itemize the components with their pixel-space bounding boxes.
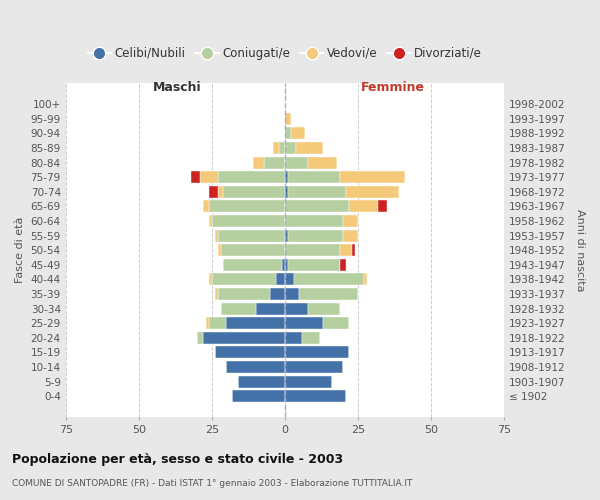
Bar <box>232 390 285 402</box>
Bar <box>218 244 221 256</box>
Bar <box>379 200 387 212</box>
Bar <box>218 186 223 198</box>
Bar <box>276 274 285 285</box>
Bar <box>323 317 349 329</box>
Bar <box>285 171 288 183</box>
Bar <box>285 128 290 140</box>
Bar <box>206 317 209 329</box>
Bar <box>200 171 218 183</box>
Bar <box>299 288 358 300</box>
Bar <box>282 259 285 271</box>
Bar <box>285 259 288 271</box>
Bar <box>191 171 200 183</box>
Bar <box>346 186 399 198</box>
Bar <box>364 274 367 285</box>
Bar <box>288 230 343 241</box>
Bar <box>308 302 340 314</box>
Bar <box>218 171 285 183</box>
Bar <box>238 376 285 388</box>
Bar <box>209 200 285 212</box>
Bar <box>285 142 296 154</box>
Bar <box>340 244 352 256</box>
Bar <box>340 171 404 183</box>
Bar <box>288 171 340 183</box>
Bar <box>285 200 349 212</box>
Bar <box>285 346 349 358</box>
Bar <box>352 244 355 256</box>
Bar <box>343 215 358 227</box>
Bar <box>302 332 320 344</box>
Bar <box>285 244 340 256</box>
Bar <box>215 346 285 358</box>
Bar <box>285 113 290 125</box>
Bar <box>285 390 346 402</box>
Y-axis label: Anni di nascita: Anni di nascita <box>575 209 585 292</box>
Bar <box>209 274 212 285</box>
Bar <box>203 332 285 344</box>
Bar <box>215 230 218 241</box>
Bar <box>223 186 285 198</box>
Bar <box>285 215 343 227</box>
Bar <box>308 156 337 168</box>
Bar <box>226 361 285 373</box>
Text: Maschi: Maschi <box>152 81 201 94</box>
Bar <box>343 230 358 241</box>
Bar <box>203 200 209 212</box>
Bar <box>223 259 282 271</box>
Bar <box>218 288 270 300</box>
Text: COMUNE DI SANTOPADRE (FR) - Dati ISTAT 1° gennaio 2003 - Elaborazione TUTTITALIA: COMUNE DI SANTOPADRE (FR) - Dati ISTAT 1… <box>12 479 412 488</box>
Bar <box>215 288 218 300</box>
Bar <box>273 142 279 154</box>
Bar <box>285 274 293 285</box>
Bar <box>226 317 285 329</box>
Bar <box>285 156 308 168</box>
Bar <box>285 230 288 241</box>
Bar <box>288 186 346 198</box>
Bar <box>290 128 305 140</box>
Bar <box>270 288 285 300</box>
Bar <box>285 317 323 329</box>
Bar <box>265 156 285 168</box>
Text: Femmine: Femmine <box>361 81 425 94</box>
Bar <box>253 156 265 168</box>
Text: Popolazione per età, sesso e stato civile - 2003: Popolazione per età, sesso e stato civil… <box>12 452 343 466</box>
Bar <box>279 142 285 154</box>
Bar <box>209 317 226 329</box>
Bar <box>285 288 299 300</box>
Bar <box>340 259 346 271</box>
Bar <box>209 215 212 227</box>
Bar <box>285 332 302 344</box>
Bar <box>209 186 218 198</box>
Bar <box>349 200 379 212</box>
Bar <box>288 259 340 271</box>
Bar <box>197 332 203 344</box>
Bar <box>221 302 256 314</box>
Bar <box>285 376 332 388</box>
Bar <box>293 274 364 285</box>
Legend: Celibi/Nubili, Coniugati/e, Vedovi/e, Divorziati/e: Celibi/Nubili, Coniugati/e, Vedovi/e, Di… <box>83 42 487 64</box>
Y-axis label: Fasce di età: Fasce di età <box>15 217 25 284</box>
Bar <box>212 274 276 285</box>
Bar <box>285 186 288 198</box>
Bar <box>212 215 285 227</box>
Bar <box>285 302 308 314</box>
Bar <box>218 230 285 241</box>
Bar <box>256 302 285 314</box>
Bar <box>221 244 285 256</box>
Bar <box>285 361 343 373</box>
Bar <box>296 142 323 154</box>
